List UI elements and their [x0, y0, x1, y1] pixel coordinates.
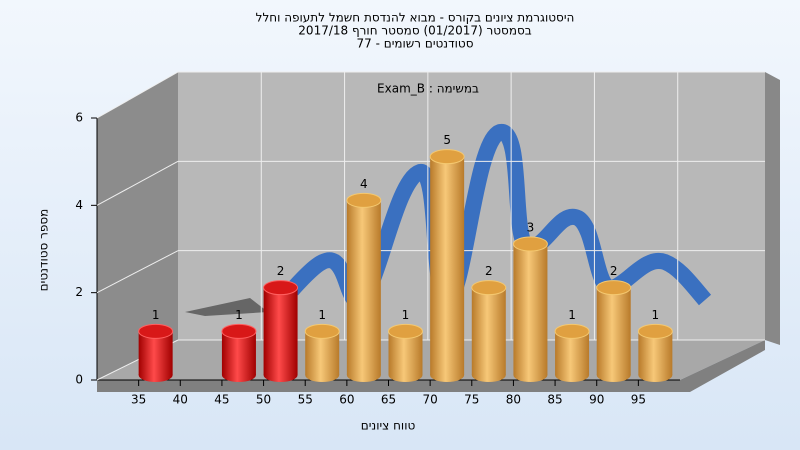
x-tick-label: 75 [464, 393, 479, 407]
x-tick-label: 95 [631, 393, 646, 407]
bar [304, 323, 340, 382]
zero-bar-shadow [185, 298, 268, 316]
bar-top [263, 280, 299, 296]
bar [263, 280, 299, 382]
bar-top [512, 236, 548, 252]
bar [346, 192, 382, 382]
x-tick-label: 40 [173, 393, 188, 407]
x-tick-label: 85 [547, 393, 562, 407]
x-tick-label: 80 [506, 393, 521, 407]
x-tick-label: 65 [381, 393, 396, 407]
chart-title: היסטוגרמת ציונים בקורס - מבוא להנדסת חשמ… [256, 11, 575, 25]
bar-top [554, 323, 590, 339]
bar-top [388, 323, 423, 339]
data-label: 1 [568, 308, 576, 322]
data-label: 1 [235, 308, 243, 322]
bar [429, 149, 465, 382]
x-tick-label: 50 [256, 393, 271, 407]
bar-top [429, 149, 465, 165]
data-label: 1 [402, 308, 410, 322]
bar-top [596, 280, 632, 296]
x-tick-label: 60 [339, 393, 354, 407]
bar [637, 323, 673, 382]
data-label: 2 [485, 264, 493, 278]
bar-top [304, 323, 340, 339]
chart-subtitle: סטודנטים רשומים - 77 [356, 37, 473, 51]
bar-body [596, 287, 631, 375]
data-label: 1 [152, 308, 160, 322]
data-label: 3 [527, 221, 535, 235]
grid-line [96, 71, 179, 119]
y-tick-label: 6 [75, 111, 83, 125]
grid-line [96, 250, 179, 294]
bar-body [471, 287, 506, 375]
back-wall-edge [765, 72, 780, 345]
bar [512, 236, 548, 382]
x-axis-label: טווח ציונים [361, 419, 416, 433]
bar [596, 280, 632, 382]
bar-body [346, 200, 381, 375]
x-tick-label: 90 [589, 393, 604, 407]
bar-top [346, 192, 382, 208]
x-tick-label: 70 [423, 393, 438, 407]
bar-top [138, 323, 174, 339]
x-tick-label: 45 [214, 393, 229, 407]
bar-body [430, 156, 465, 375]
bar [138, 323, 174, 382]
data-label: 1 [652, 308, 660, 322]
floor-edge [97, 340, 765, 392]
data-label: 2 [610, 264, 618, 278]
data-label: 5 [443, 133, 451, 147]
side-wall [97, 72, 178, 380]
chart-subtitle: בסמסטר (01/2017) סמסטר חורף 2017/18 [298, 24, 531, 38]
bar-top [221, 323, 257, 339]
y-tick-label: 4 [75, 198, 83, 212]
bar-body [513, 244, 548, 375]
y-tick-label: 0 [75, 373, 83, 387]
bar-top [471, 280, 507, 296]
bar [221, 323, 257, 382]
data-label: 1 [318, 308, 326, 322]
x-tick-label: 35 [131, 393, 146, 407]
bar-top [637, 323, 673, 339]
bar [388, 323, 423, 382]
data-label: 4 [360, 177, 368, 191]
bar-body [263, 287, 298, 375]
y-axis-label: מספר סטודנטים [37, 209, 51, 292]
bar [554, 323, 590, 382]
grid-line [96, 160, 179, 206]
data-label: 2 [277, 264, 285, 278]
bar [471, 280, 507, 382]
x-tick-label: 55 [298, 393, 313, 407]
y-tick-label: 2 [75, 285, 83, 299]
